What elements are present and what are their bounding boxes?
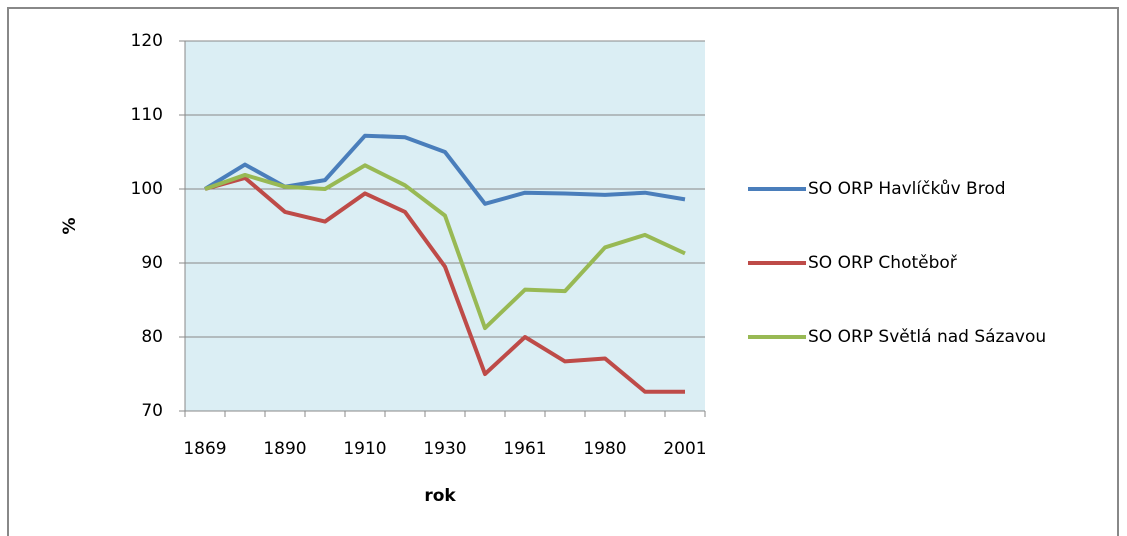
data-line (204, 163, 686, 331)
x-axis-title: rok (424, 486, 456, 506)
y-tick-label: 120 (131, 31, 163, 51)
x-tick-label: 2001 (663, 439, 706, 459)
x-tick-label: 1890 (263, 439, 306, 459)
y-tick-label: 70 (141, 401, 163, 421)
x-tick-label: 1980 (583, 439, 626, 459)
plot-area (185, 41, 705, 411)
legend-label: SO ORP Světlá nad Sázavou (808, 327, 1047, 347)
y-tick-label: 90 (141, 253, 163, 273)
legend-swatch (748, 261, 806, 265)
x-tick-label: 1869 (183, 439, 226, 459)
legend-swatch (748, 187, 806, 191)
x-tick-label: 1961 (503, 439, 546, 459)
y-axis-title: % (60, 217, 80, 234)
y-tick-label: 110 (131, 105, 163, 125)
x-tick-label: 1930 (423, 439, 466, 459)
legend-swatch (748, 335, 806, 339)
y-tick-label: 100 (131, 179, 163, 199)
y-tick-label: 80 (141, 327, 163, 347)
chart-border (7, 7, 1119, 536)
legend-label: SO ORP Havlíčkův Brod (808, 179, 1006, 199)
x-tick-label: 1910 (343, 439, 386, 459)
data-line (204, 175, 685, 394)
legend-label: SO ORP Chotěboř (808, 253, 957, 273)
